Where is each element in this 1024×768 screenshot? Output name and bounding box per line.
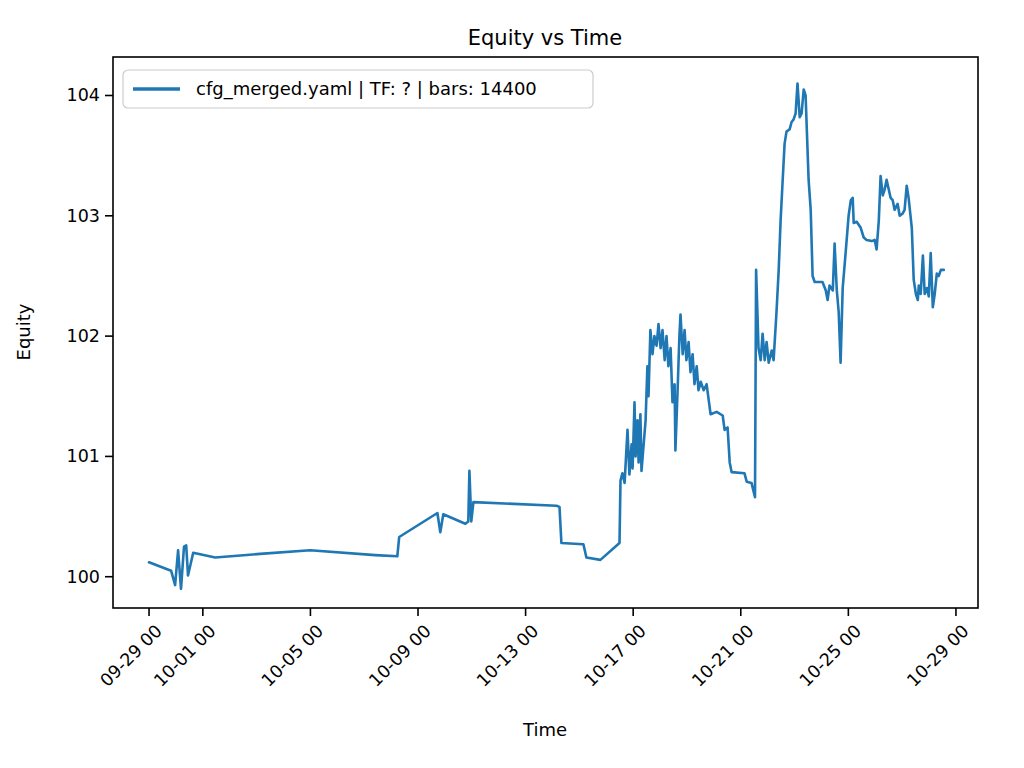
plot-border bbox=[113, 57, 978, 608]
equity-line-series bbox=[149, 84, 944, 589]
x-tick-label: 10-17 00 bbox=[580, 621, 650, 691]
x-axis-title: Time bbox=[522, 719, 567, 740]
x-tick-label: 10-25 00 bbox=[795, 621, 865, 691]
x-tick-label: 10-21 00 bbox=[688, 621, 758, 691]
x-axis: 09-29 0010-01 0010-05 0010-09 0010-13 00… bbox=[96, 608, 973, 690]
chart-title: Equity vs Time bbox=[468, 26, 623, 50]
y-tick-label: 102 bbox=[67, 326, 100, 346]
legend-entry-label: cfg_merged.yaml | TF: ? | bars: 14400 bbox=[196, 78, 537, 100]
y-axis: 100 101 102 103 104 bbox=[67, 85, 113, 586]
x-tick-label: 10-09 00 bbox=[365, 621, 435, 691]
y-axis-title: Equity bbox=[13, 303, 34, 360]
y-tick-label: 103 bbox=[67, 206, 100, 226]
y-tick-label: 101 bbox=[67, 446, 100, 466]
x-tick-label: 10-05 00 bbox=[257, 621, 327, 691]
x-tick-label: 10-29 00 bbox=[903, 621, 973, 691]
figure-canvas: Equity vs Time 09-29 0010-01 0010-05 001… bbox=[0, 0, 1024, 768]
x-tick-label: 10-13 00 bbox=[473, 621, 543, 691]
equity-vs-time-chart: Equity vs Time 09-29 0010-01 0010-05 001… bbox=[0, 0, 1024, 768]
y-tick-label: 104 bbox=[67, 85, 100, 105]
legend: cfg_merged.yaml | TF: ? | bars: 14400 bbox=[123, 70, 593, 108]
y-tick-label: 100 bbox=[67, 567, 100, 587]
